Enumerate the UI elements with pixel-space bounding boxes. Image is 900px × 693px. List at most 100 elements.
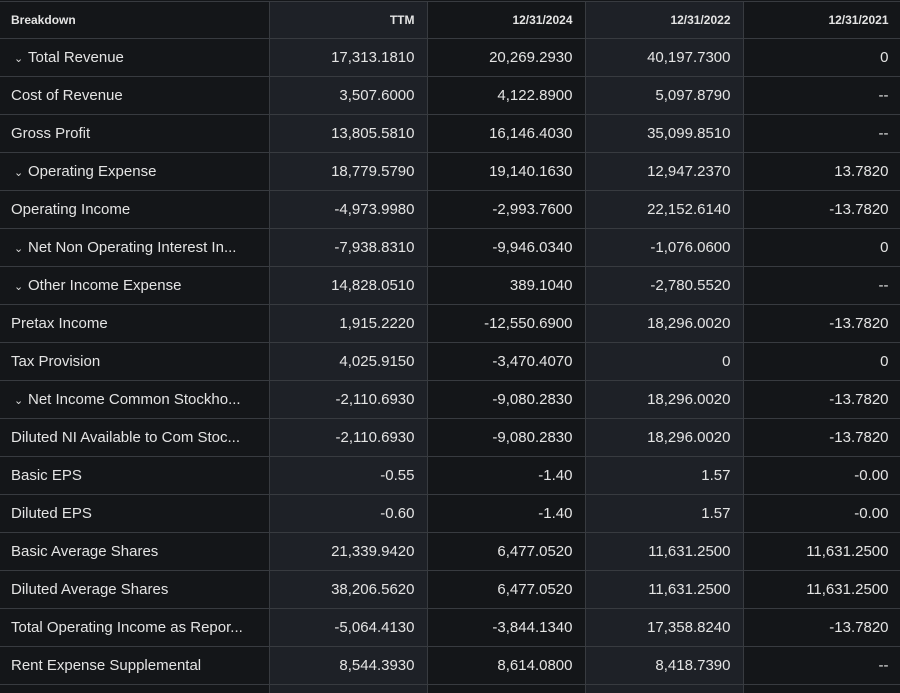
value-cell: -1,076.0600: [584, 228, 744, 267]
value-cell: 18,779.5790: [268, 152, 428, 191]
table-row: Basic Average Shares 21,339.9420 6,477.052…: [0, 532, 900, 571]
table-row: Pretax Income 1,915.2220 -12,550.6900 18,29…: [0, 304, 900, 343]
value-cell: -4,973.9980: [268, 190, 428, 229]
empty-cell: [0, 684, 270, 693]
value-cell: 21,339.9420: [268, 532, 428, 571]
column-header: Breakdown: [0, 1, 270, 39]
value-cell: 0: [742, 342, 900, 381]
value-cell: 0: [742, 38, 900, 77]
value-cell: -3,844.1340: [426, 608, 586, 647]
value-cell: 11,631.2500: [742, 570, 900, 609]
value-cell: 40,197.7300: [584, 38, 744, 77]
column-header: 12/31/2024: [426, 1, 586, 39]
value-cell: --: [742, 646, 900, 685]
row-label-cell: Total Operating Income as Repor...: [0, 608, 270, 647]
row-label-cell: Operating Income: [0, 190, 270, 229]
chevron-down-icon[interactable]: ⌄: [14, 53, 24, 65]
table-row: Cost of Revenue 3,507.6000 4,122.8900 5,097…: [0, 76, 900, 115]
value-cell: 18,296.0020: [584, 380, 744, 419]
value-cell: 11,631.2500: [584, 570, 744, 609]
value-cell: 8,544.3930: [268, 646, 428, 685]
table-row: Operating Income -4,973.9980 -2,993.7600 22…: [0, 190, 900, 229]
value-cell: -1.40: [426, 494, 586, 533]
row-label: Total Operating Income as Repor...: [11, 619, 243, 636]
value-cell: -13.7820: [742, 608, 900, 647]
value-cell: 35,099.8510: [584, 114, 744, 153]
value-cell: -2,110.6930: [268, 380, 428, 419]
value-cell: 1.57: [584, 494, 744, 533]
table-row-partial: [0, 684, 900, 693]
value-cell: 8,614.0800: [426, 646, 586, 685]
value-cell: -0.00: [742, 494, 900, 533]
table-row[interactable]: ⌄ Other Income Expense 14,828.0510 389.1040…: [0, 266, 900, 305]
value-cell: 0: [742, 228, 900, 267]
chevron-down-icon[interactable]: ⌄: [14, 243, 24, 255]
row-label-cell: Diluted NI Available to Com Stoc...: [0, 418, 270, 457]
value-cell: 12,947.2370: [584, 152, 744, 191]
row-label-cell: ⌄ Net Non Operating Interest In...: [0, 228, 270, 267]
value-cell: 5,097.8790: [584, 76, 744, 115]
value-cell: 6,477.0520: [426, 532, 586, 571]
row-label: Net Income Common Stockho...: [28, 391, 241, 408]
row-label: Basic EPS: [11, 467, 82, 484]
row-label-cell: ⌄ Total Revenue: [0, 38, 270, 77]
value-cell: -13.7820: [742, 380, 900, 419]
row-label-cell: Tax Provision: [0, 342, 270, 381]
value-cell: -3,470.4070: [426, 342, 586, 381]
empty-cell: [742, 684, 900, 693]
row-label-cell: ⌄ Net Income Common Stockho...: [0, 380, 270, 419]
row-label: Net Non Operating Interest In...: [28, 239, 237, 256]
header-row: Breakdown TTM 12/31/2024 12/31/2022 12/31/20…: [0, 1, 900, 39]
row-label: Operating Expense: [28, 163, 157, 180]
value-cell: 389.1040: [426, 266, 586, 305]
empty-cell: [584, 684, 744, 693]
column-header: 12/31/2021: [742, 1, 900, 39]
row-label: Basic Average Shares: [11, 543, 159, 560]
table-row: Diluted NI Available to Com Stoc... -2,11…: [0, 418, 900, 457]
table-row: Total Operating Income as Repor... -5,064…: [0, 608, 900, 647]
value-cell: 38,206.5620: [268, 570, 428, 609]
value-cell: -13.7820: [742, 418, 900, 457]
row-label-cell: Basic Average Shares: [0, 532, 270, 571]
table-row[interactable]: ⌄ Operating Expense 18,779.5790 19,140.1630…: [0, 152, 900, 191]
row-label: Operating Income: [11, 201, 131, 218]
value-cell: 13,805.5810: [268, 114, 428, 153]
row-label: Diluted Average Shares: [11, 581, 169, 598]
table-row[interactable]: ⌄ Total Revenue 17,313.1810 20,269.2930 40,1…: [0, 38, 900, 77]
value-cell: 1,915.2220: [268, 304, 428, 343]
value-cell: -5,064.4130: [268, 608, 428, 647]
table-row: Diluted Average Shares 38,206.5620 6,477.0…: [0, 570, 900, 609]
empty-cell: [268, 684, 428, 693]
value-cell: 0: [584, 342, 744, 381]
value-cell: 19,140.1630: [426, 152, 586, 191]
value-cell: 16,146.4030: [426, 114, 586, 153]
row-label: Other Income Expense: [28, 277, 182, 294]
row-label: Gross Profit: [11, 125, 91, 142]
value-cell: -0.55: [268, 456, 428, 495]
chevron-down-icon[interactable]: ⌄: [14, 167, 24, 179]
value-cell: 6,477.0520: [426, 570, 586, 609]
table-row: Rent Expense Supplemental 8,544.3930 8,614…: [0, 646, 900, 685]
table-row: Gross Profit 13,805.5810 16,146.4030 35,099…: [0, 114, 900, 153]
column-header: TTM: [268, 1, 428, 39]
chevron-down-icon[interactable]: ⌄: [14, 395, 24, 407]
value-cell: -13.7820: [742, 190, 900, 229]
row-label: Rent Expense Supplemental: [11, 657, 202, 674]
row-label-cell: Cost of Revenue: [0, 76, 270, 115]
value-cell: -0.60: [268, 494, 428, 533]
table-row[interactable]: ⌄ Net Non Operating Interest In... -7,938.…: [0, 228, 900, 267]
row-label-cell: Basic EPS: [0, 456, 270, 495]
row-label: Tax Provision: [11, 353, 101, 370]
table-row: Tax Provision 4,025.9150 -3,470.4070 0 0: [0, 342, 900, 381]
table-row: Basic EPS -0.55 -1.40 1.57 -0.00: [0, 456, 900, 495]
value-cell: 11,631.2500: [584, 532, 744, 571]
table-row[interactable]: ⌄ Net Income Common Stockho... -2,110.6930…: [0, 380, 900, 419]
value-cell: -0.00: [742, 456, 900, 495]
row-label-cell: Gross Profit: [0, 114, 270, 153]
value-cell: 8,418.7390: [584, 646, 744, 685]
value-cell: -9,080.2830: [426, 380, 586, 419]
row-label: Diluted NI Available to Com Stoc...: [11, 429, 240, 446]
chevron-down-icon[interactable]: ⌄: [14, 281, 24, 293]
row-label-cell: Pretax Income: [0, 304, 270, 343]
value-cell: 13.7820: [742, 152, 900, 191]
